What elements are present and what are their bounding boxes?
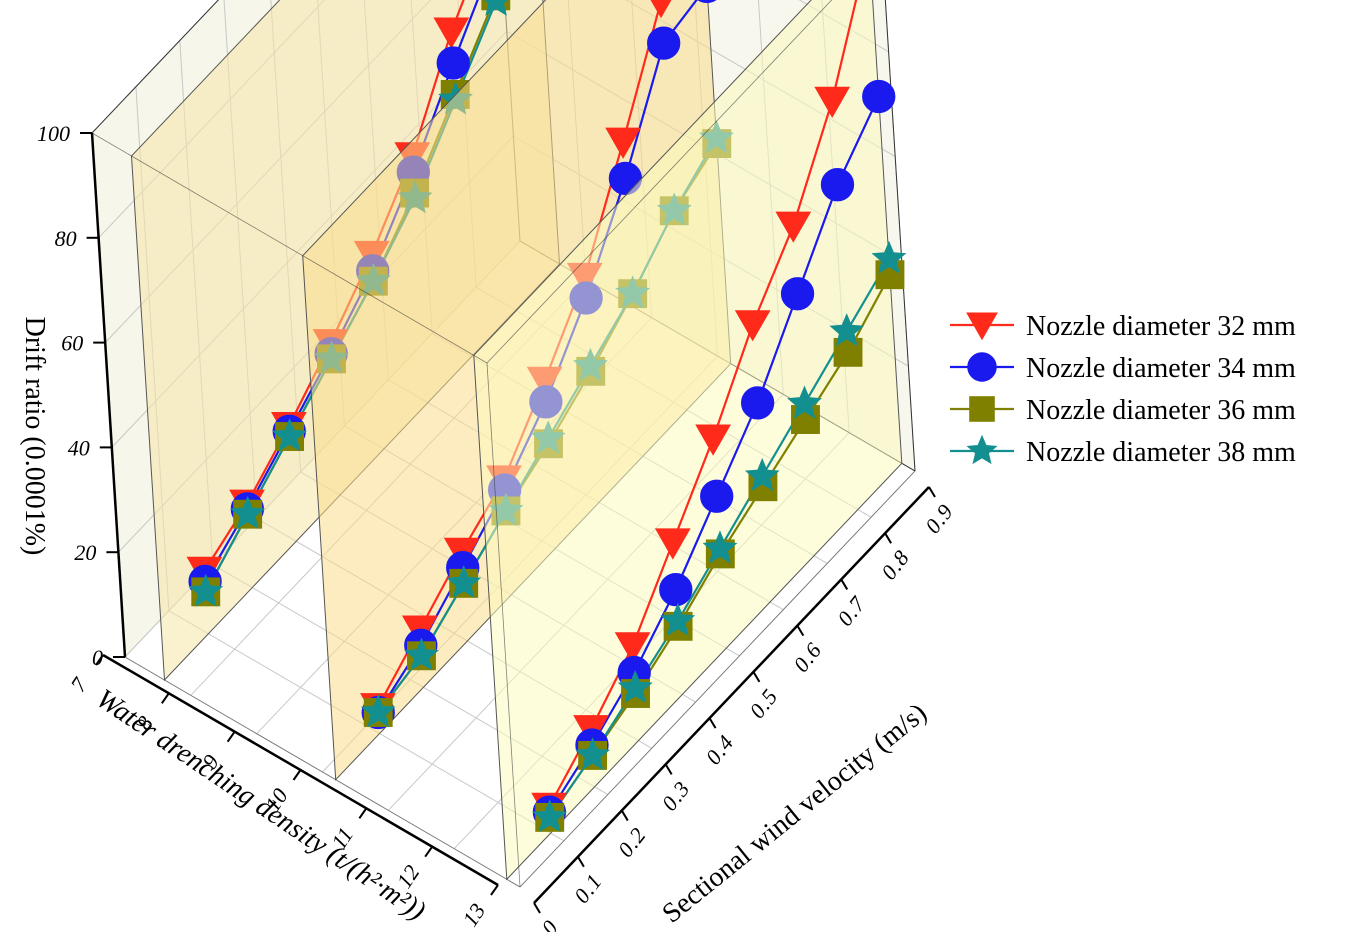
marker-star [360, 694, 396, 728]
marker-star [617, 669, 653, 704]
box-edge [884, 0, 916, 472]
marker-star [532, 799, 568, 833]
marker-star [272, 418, 307, 452]
y-tick-mark [620, 810, 629, 822]
marker-star [404, 637, 439, 671]
y-tick-mark [884, 532, 892, 544]
marker-circle [647, 26, 681, 60]
marker-star [787, 385, 822, 419]
legend-label: Nozzle diameter 32 mm [1026, 311, 1296, 342]
box-front-frame [91, 0, 916, 888]
marker-star [484, 0, 509, 16]
marker-star [446, 565, 482, 599]
legend-item: Nozzle diameter 34 mm [950, 352, 1296, 384]
marker-circle [740, 386, 775, 420]
marker-circle [700, 479, 734, 513]
y-tick-label: 0.2 [613, 822, 651, 861]
marker-star [966, 434, 998, 465]
legend-item: Nozzle diameter 32 mm [950, 311, 1296, 342]
x-tick-label: 7 [65, 672, 92, 696]
x-tick-mark [95, 654, 104, 666]
legend-label: Nozzle diameter 36 mm [1026, 395, 1296, 426]
marker-star [188, 573, 224, 607]
y-tick-label: 0.9 [920, 499, 958, 538]
y-tick-mark [577, 856, 585, 868]
y-tick-mark [796, 625, 805, 637]
marker-triangle [966, 312, 998, 341]
y-tick-label: 0.1 [569, 868, 607, 907]
marker-circle [780, 277, 815, 311]
marker-triangle [614, 632, 651, 664]
y-tick-mark [928, 486, 936, 498]
x-tick-label: 13 [457, 899, 490, 931]
marker-star [744, 457, 780, 492]
x-tick-mark [358, 807, 368, 819]
marker-triangle [734, 310, 771, 342]
z-tick-label: 60 [61, 331, 83, 356]
y-tick-mark [840, 578, 849, 590]
x-tick-mark [490, 884, 499, 896]
y-tick-mark [664, 763, 673, 775]
marker-star [871, 240, 907, 274]
legend-label: Nozzle diameter 34 mm [1026, 353, 1296, 384]
y-tick-mark [752, 671, 761, 683]
z-tick-label: 100 [37, 121, 70, 146]
z-tick-label: 40 [68, 435, 90, 460]
marker-triangle [775, 211, 812, 243]
y-tick-label: 0.0 [525, 915, 563, 932]
x-tick-mark [292, 769, 302, 781]
marker-square [969, 396, 995, 422]
marker-triangle [814, 86, 851, 119]
legend: Nozzle diameter 32 mm Nozzle diameter 34 … [950, 311, 1296, 468]
y-tick-label: 0.7 [832, 591, 870, 630]
x-tick-mark [161, 692, 170, 704]
axes [80, 132, 936, 914]
legend-item: Nozzle diameter 36 mm [950, 395, 1296, 426]
marker-star [829, 313, 865, 347]
y-tick-label: 0.6 [788, 637, 826, 676]
y-tick-mark [533, 902, 541, 914]
marker-circle [862, 79, 896, 114]
box-edge [91, 0, 219, 134]
y-tick-label: 0.4 [700, 730, 738, 769]
marker-circle [659, 572, 693, 607]
marker-triangle [650, 0, 672, 19]
marker-circle [436, 46, 470, 80]
x-tick-mark [424, 846, 433, 858]
box-edge [91, 132, 488, 364]
marker-circle [697, 0, 717, 4]
marker-star [702, 530, 738, 564]
box-edge [124, 656, 521, 888]
box-edge [486, 0, 833, 364]
y-tick-label: 0.3 [657, 776, 695, 815]
data-layer [130, 0, 907, 881]
marker-triangle [605, 127, 641, 159]
legend-item: Nozzle diameter 38 mm [950, 434, 1296, 468]
box-edge [486, 362, 521, 888]
y-tick-mark [708, 717, 717, 729]
marker-triangle [695, 424, 731, 456]
x-tick-mark [226, 731, 236, 743]
box-edge [519, 470, 916, 888]
marker-circle [967, 352, 997, 382]
z-tick-label: 80 [55, 226, 77, 251]
marker-triangle [654, 528, 691, 560]
y-axis-line [533, 486, 930, 904]
y-tick-label: 0.8 [876, 545, 914, 584]
legend-label: Nozzle diameter 38 mm [1026, 437, 1296, 468]
y-tick-label: 0.5 [744, 684, 782, 723]
marker-circle [820, 168, 855, 202]
marker-triangle [433, 17, 470, 49]
marker-star [660, 602, 696, 636]
marker-star [230, 495, 266, 529]
marker-star [575, 737, 611, 771]
plane-group [473, 0, 907, 881]
z-axis-line [90, 132, 127, 658]
z-tick-label: 20 [74, 540, 96, 565]
z-tick-label: 0 [92, 645, 103, 670]
z-axis-title: Drift ratio (0.0001%) [19, 317, 50, 556]
